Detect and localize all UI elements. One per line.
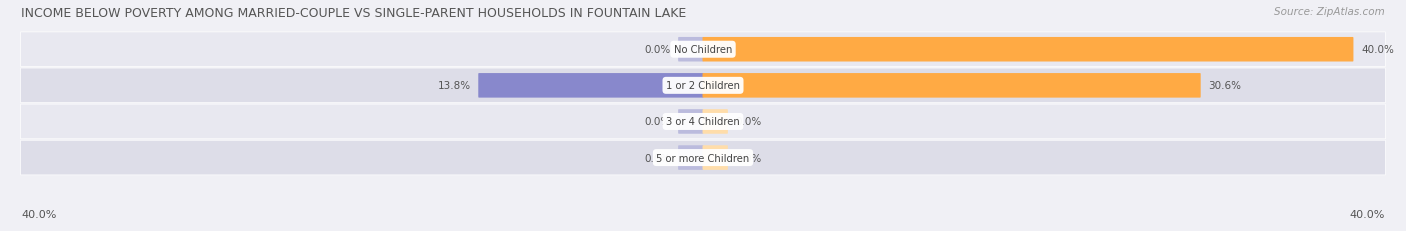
Text: No Children: No Children xyxy=(673,45,733,55)
FancyBboxPatch shape xyxy=(703,110,728,134)
FancyBboxPatch shape xyxy=(21,141,1385,175)
Text: 30.6%: 30.6% xyxy=(1208,81,1241,91)
FancyBboxPatch shape xyxy=(478,74,703,98)
Text: 40.0%: 40.0% xyxy=(1350,210,1385,219)
Text: 13.8%: 13.8% xyxy=(437,81,471,91)
Text: 40.0%: 40.0% xyxy=(21,210,56,219)
FancyBboxPatch shape xyxy=(703,74,1201,98)
FancyBboxPatch shape xyxy=(21,69,1385,103)
FancyBboxPatch shape xyxy=(678,146,703,170)
Text: INCOME BELOW POVERTY AMONG MARRIED-COUPLE VS SINGLE-PARENT HOUSEHOLDS IN FOUNTAI: INCOME BELOW POVERTY AMONG MARRIED-COUPL… xyxy=(21,7,686,20)
Text: 3 or 4 Children: 3 or 4 Children xyxy=(666,117,740,127)
Text: 0.0%: 0.0% xyxy=(735,153,762,163)
FancyBboxPatch shape xyxy=(21,105,1385,139)
Text: 0.0%: 0.0% xyxy=(644,153,671,163)
FancyBboxPatch shape xyxy=(703,38,1354,62)
Text: 1 or 2 Children: 1 or 2 Children xyxy=(666,81,740,91)
FancyBboxPatch shape xyxy=(703,146,728,170)
Text: 0.0%: 0.0% xyxy=(644,45,671,55)
Text: 40.0%: 40.0% xyxy=(1361,45,1393,55)
FancyBboxPatch shape xyxy=(21,33,1385,67)
FancyBboxPatch shape xyxy=(678,38,703,62)
Text: 5 or more Children: 5 or more Children xyxy=(657,153,749,163)
Text: Source: ZipAtlas.com: Source: ZipAtlas.com xyxy=(1274,7,1385,17)
Text: 0.0%: 0.0% xyxy=(644,117,671,127)
Text: 0.0%: 0.0% xyxy=(735,117,762,127)
FancyBboxPatch shape xyxy=(678,110,703,134)
